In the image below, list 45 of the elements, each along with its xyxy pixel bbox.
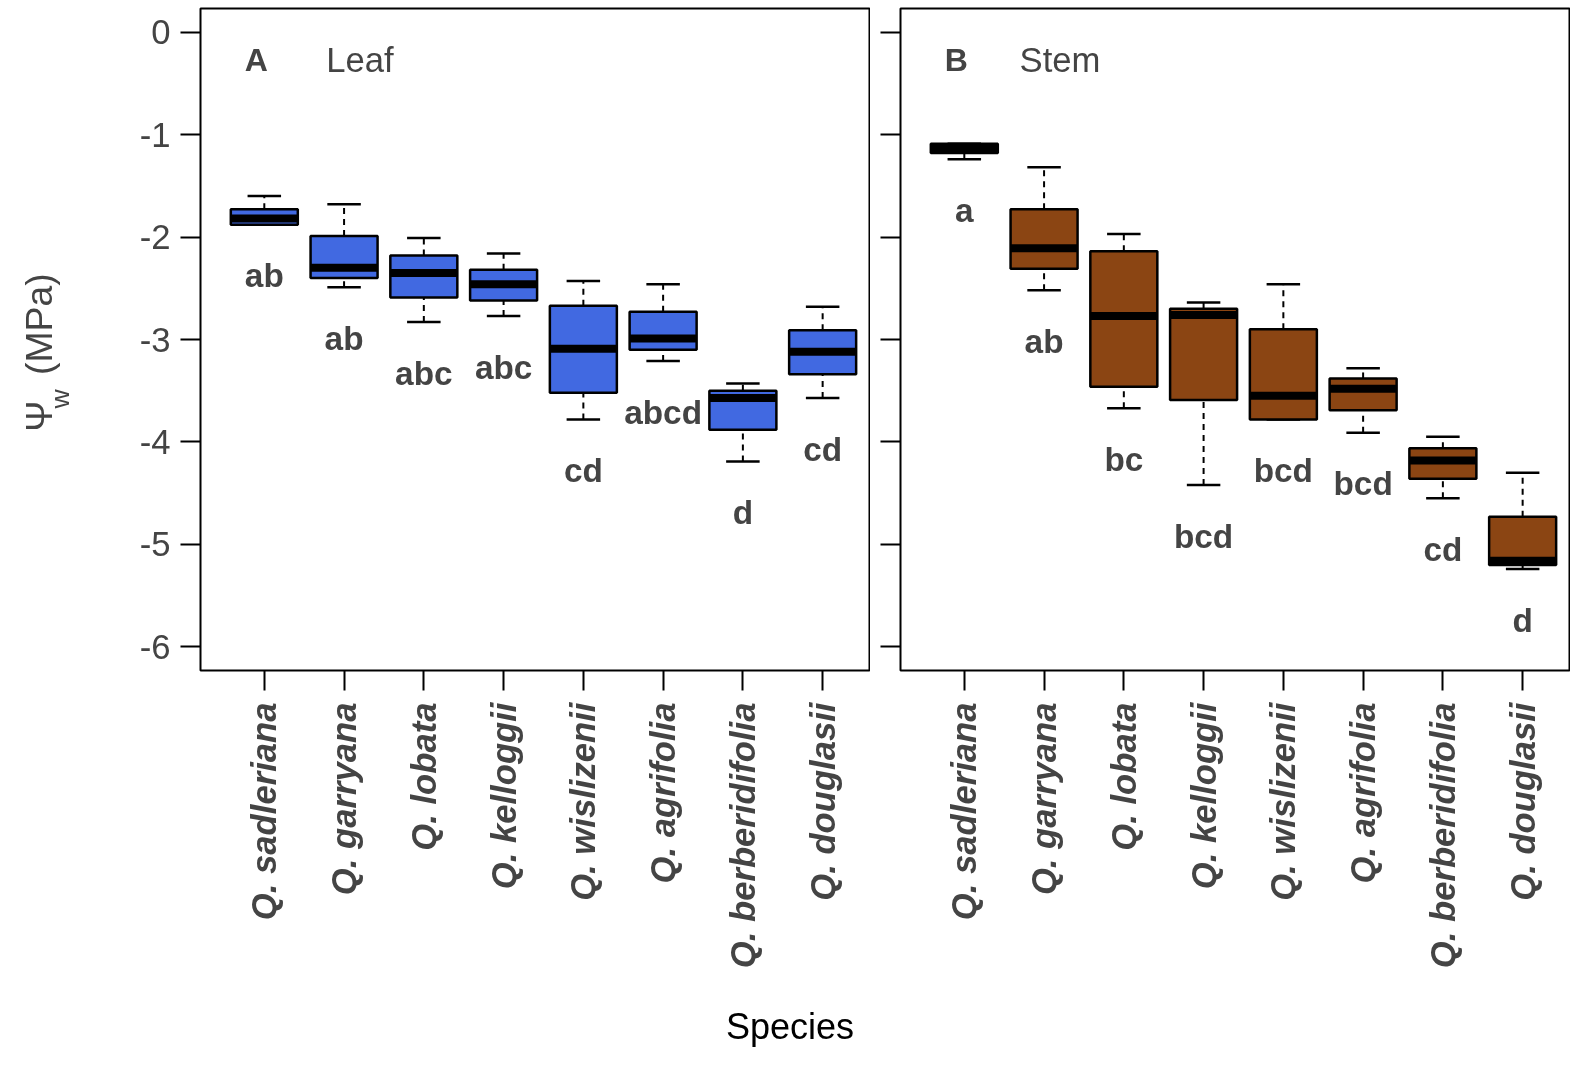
x-tick-label: Q. garryana [325, 702, 364, 896]
x-tick-label: Q. wislizenii [1264, 701, 1303, 901]
x-tick-label: Q. kelloggii [484, 701, 523, 890]
text: Leaf [326, 40, 395, 79]
annotation: abc [474, 348, 533, 386]
x-tick-label: Q. lobata [404, 702, 443, 851]
x-tick-label: Q. sadleriana [245, 702, 284, 921]
x-tick-label: Q. kelloggii [1184, 701, 1223, 890]
annotation: cd [1423, 531, 1463, 569]
annotation: abcd [624, 393, 703, 431]
x-tick-label: Q. garryana [1025, 702, 1064, 896]
x-tick-label: Q. agrifolia [1344, 702, 1383, 884]
annotation: A [244, 41, 268, 78]
text: Stem [1019, 40, 1101, 79]
y-tick-label: -2 [139, 218, 171, 257]
annotation: B [944, 41, 968, 78]
x-axis-title: Species [724, 1005, 856, 1049]
annotation: a [955, 191, 975, 229]
annotation: cd [803, 430, 843, 468]
annotation: bcd [1333, 465, 1393, 503]
annotation: ab [244, 257, 284, 295]
x-tick-label: Q. lobata [1104, 702, 1143, 851]
x-tick-label: Q. berberidifolia [1423, 702, 1462, 969]
annotation: d [1512, 601, 1533, 639]
x-tick-label: Q. sadleriana [945, 702, 984, 921]
x-tick-label: Q. wislizenii [564, 701, 603, 901]
x-tick-label: Q. douglasii [803, 701, 842, 901]
x-tick-label: Q. agrifolia [644, 702, 683, 884]
y-tick-label: -3 [139, 320, 171, 359]
annotation: cd [563, 452, 603, 490]
y-axis-title: Ψw (MPa) [18, 273, 75, 432]
annotation: d [732, 494, 754, 532]
annotation: bc [1104, 440, 1144, 478]
y-tick-label: -6 [139, 627, 171, 666]
y-tick-label: -4 [139, 422, 171, 461]
annotation: ab [1024, 323, 1064, 361]
y-tick-label: -5 [139, 525, 171, 564]
x-tick-label: Q. berberidifolia [723, 702, 762, 969]
x-tick-label: Q. douglasii [1503, 701, 1542, 901]
y-tick-label: -1 [139, 115, 171, 154]
annotation: bcd [1253, 452, 1313, 490]
annotation: bcd [1173, 517, 1234, 555]
annotation: ab [324, 319, 364, 357]
y-tick-label: 0 [151, 13, 171, 52]
annotation: abc [395, 354, 453, 392]
